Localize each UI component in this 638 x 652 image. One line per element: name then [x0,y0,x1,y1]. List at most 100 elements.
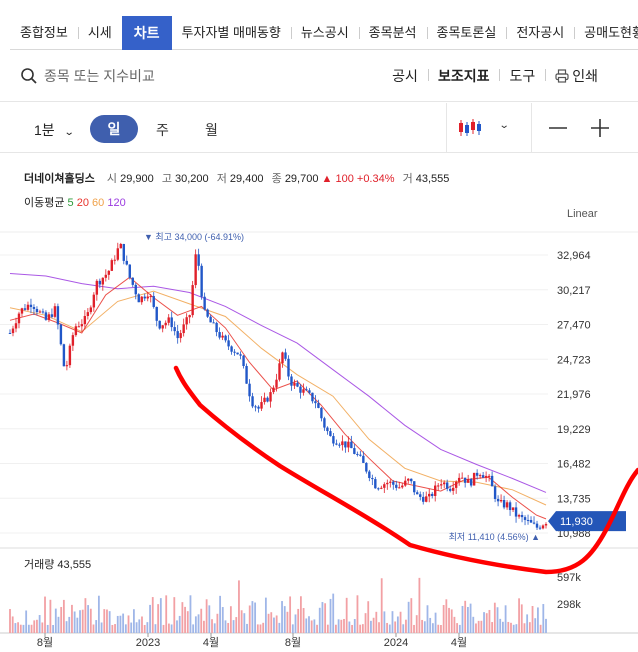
compare-search-input[interactable] [44,64,344,88]
candle-body [460,477,464,479]
volume-bar [194,616,197,633]
candle-body [505,502,509,508]
volume-bar [170,624,173,633]
candle-body [407,478,410,481]
candle-body [83,315,87,325]
volume-bar [151,597,154,633]
volume-bar [52,624,54,633]
candle-body [125,260,128,265]
candle-body [463,477,467,483]
zoom-out-icon[interactable] [548,116,568,140]
zoom-in-icon[interactable] [590,116,610,140]
stock-tabs: 종합정보 시세 차트 투자자별 매매동향 뉴스공시 종목분석 종목토론실 전자공… [10,16,638,50]
notice-button[interactable]: 공시 [392,68,418,84]
volume-bar [356,595,359,633]
volume-bar [219,595,221,633]
print-button[interactable]: 인쇄 [545,66,608,86]
tab-discussion[interactable]: 종목토론실 [426,16,507,50]
time-axis: 8월 2023 4월 8월 2024 4월 [37,633,467,649]
current-price-label: 11,930 [560,516,593,528]
ma-label: 이동평균 [24,197,65,209]
volume-bar [173,597,176,633]
volume-bar [440,624,442,633]
volume-bar [235,617,238,633]
candle-body [110,260,114,271]
candlestick-type-icon[interactable] [458,118,482,138]
candle-body [514,507,518,517]
ma20-legend: 20 [76,197,89,209]
tab-summary[interactable]: 종합정보 [20,25,68,40]
candle-body [143,296,146,299]
volume-bar [203,620,205,633]
candle-body [134,284,137,295]
candle-body [221,335,224,338]
indicators-button[interactable]: 보조지표 [427,66,500,86]
volume-bar [291,624,294,633]
candle-body [20,308,24,314]
volume-bar [512,624,515,633]
candle-body [164,322,167,326]
candle-body [392,481,395,485]
volume-bar [526,614,529,633]
tab-price[interactable]: 시세 [77,16,122,50]
volume-bar [510,622,512,633]
candle-body [425,496,428,502]
scale-mode-button[interactable]: Linear [567,208,598,220]
candle-body [50,314,54,317]
time-tick-label: 8월 [37,636,53,649]
tab-analysis[interactable]: 종목분석 [358,16,427,50]
day-period-button[interactable]: 일 [90,115,138,143]
chart-search-bar: 공시 보조지표 도구 인쇄 [0,50,638,102]
candle-body [158,320,161,329]
volume-bar [189,595,192,633]
tab-chart[interactable]: 차트 [121,16,172,50]
candle-body [353,448,356,454]
candle-body [242,355,245,366]
tab-e-disclosure[interactable]: 전자공시 [506,16,574,50]
volume-bar [283,606,286,633]
candle-body [278,363,281,380]
volume-bar [162,624,165,633]
minute-period-select[interactable]: 1분 ⌄ [34,120,74,140]
volume-bar [426,605,429,633]
candle-body [32,307,36,309]
candle-body [374,479,377,489]
tab-investor-trend[interactable]: 투자자별 매매동향 [181,25,281,40]
volume-bar [232,620,235,633]
volume-bar [79,610,81,633]
volume-bar [251,601,254,633]
candle-body [481,475,485,478]
tools-button[interactable]: 도구 [499,66,545,86]
volume-bar [238,580,240,633]
volume-bar [267,613,270,633]
volume-bar [493,602,496,633]
volume-bar [254,602,257,633]
tab-news[interactable]: 뉴스공시 [290,16,359,50]
candle-body [290,376,293,386]
candle-body [233,351,236,353]
candle-body [305,389,308,391]
candle-body [53,306,57,317]
volume-bar [520,604,523,633]
volume-bar [259,624,262,633]
candle-body [161,325,164,329]
tab-short-selling[interactable]: 공매도현황 [574,16,638,50]
volume-bar [146,622,149,633]
month-period-button[interactable]: 월 [205,122,218,138]
close-price: 29,700 [284,173,319,185]
volume-bar [394,621,397,633]
candle-body [98,280,102,285]
volume-bar [103,609,106,633]
volume-bar [318,607,321,633]
candle-body [317,403,320,408]
volume-title: 거래량 43,555 [24,559,92,571]
candle-body [116,248,119,260]
chart-type-chevron-icon[interactable]: ⌄ [498,120,510,131]
candle-body [11,328,15,334]
week-period-button[interactable]: 주 [156,122,169,138]
candle-body [287,358,290,377]
volume-bar [475,623,477,633]
volume-bar [38,615,41,633]
time-tick-label: 2024 [384,637,408,649]
